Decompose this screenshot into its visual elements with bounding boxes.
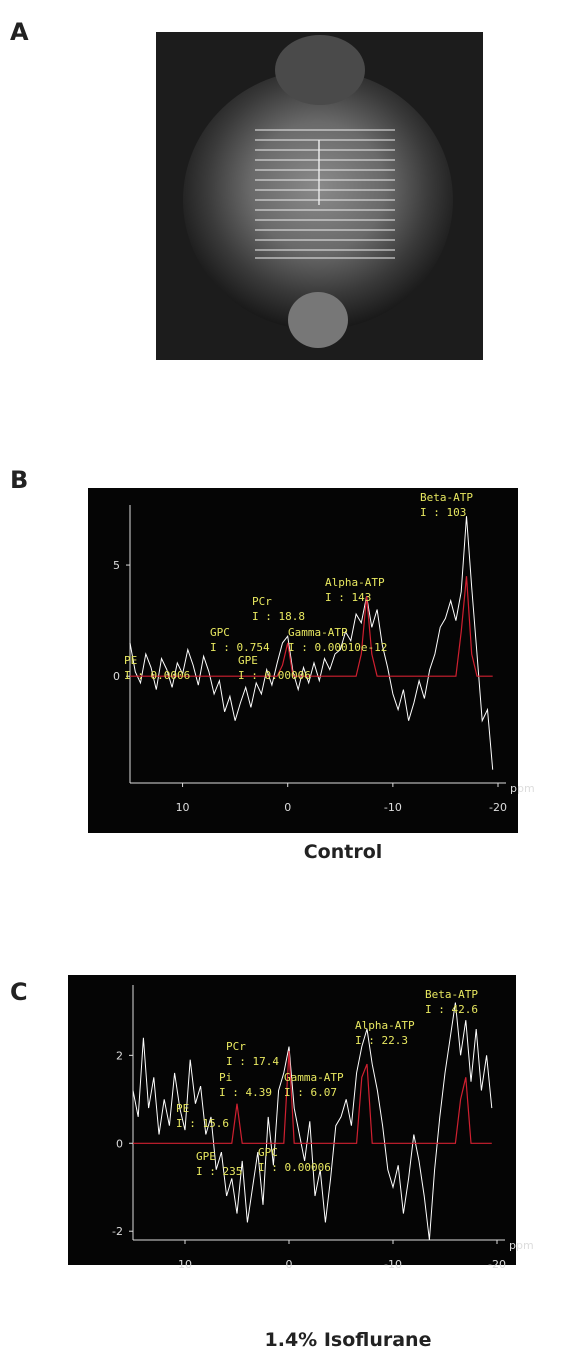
x-tick-label: -20 [488,1258,506,1271]
peak-integral: I : 143 [325,591,371,604]
x-tick-label: -20 [489,801,507,814]
peak-integral: I : 0.754 [210,641,270,654]
panel-label: B [10,466,28,494]
x-tick-label: 10 [178,1258,192,1271]
x-tick-label: 0 [284,801,291,814]
peak-integral: I : 17.4 [226,1055,279,1068]
peak-name: GPE [238,654,258,667]
peak-name: Beta-ATP [425,988,478,1001]
y-tick-label: -2 [112,1225,123,1238]
peak-integral: I : 235 [196,1165,242,1178]
peak-integral: I : 0.00006 [238,669,311,682]
peak-integral: I : 6.07 [284,1086,337,1099]
peak-integral: I : 18.8 [252,610,305,623]
panel-label: C [10,978,28,1006]
y-tick-label: 0 [113,670,120,683]
mri-image [156,32,483,360]
spectrum-line [133,1050,492,1144]
peak-name: GPE [196,1150,216,1163]
x-tick-label: 10 [176,801,190,814]
peak-name: Beta-ATP [420,491,473,504]
spectrum-line [129,516,494,770]
plot-background [68,975,516,1265]
peak-integral: I : 0.00006 [258,1161,331,1174]
y-tick-label: 0 [116,1137,123,1150]
peak-name: GPC [258,1146,278,1159]
peak-integral: I : 4.39 [219,1086,272,1099]
peak-integral: I : 15.6 [176,1117,229,1130]
panel-label: A [10,18,29,46]
peak-name: Alpha-ATP [355,1019,415,1032]
peak-name: Alpha-ATP [325,576,385,589]
x-axis-label: ppm [510,782,535,795]
peak-name: PE [124,654,137,667]
spectrum-line [132,1002,493,1241]
peak-name: PCr [252,595,272,608]
peak-integral: I : 0.00010e-12 [288,641,387,654]
peak-name: Gamma-ATP [284,1071,344,1084]
x-tick-label: -10 [384,801,402,814]
peak-name: GPC [210,626,230,639]
y-tick-label: 2 [116,1049,123,1062]
peak-name: Gamma-ATP [288,626,348,639]
plot-background [88,488,518,833]
peak-integral: I : 103 [420,506,466,519]
peak-integral: I : 22.3 [355,1034,408,1047]
x-tick-label: -10 [384,1258,402,1271]
x-tick-label: 0 [286,1258,293,1271]
caption: 1.4% Isoflurane [265,1329,432,1351]
peak-name: Pi [219,1071,232,1084]
peak-integral: I : 0.0006 [124,669,190,682]
y-tick-label: 5 [113,559,120,572]
peak-name: PE [176,1102,189,1115]
spectrum-line [130,576,493,677]
peak-name: PCr [226,1040,246,1053]
x-axis-label: ppm [509,1239,534,1252]
caption: Control [304,841,383,863]
peak-integral: I : 42.6 [425,1003,478,1016]
